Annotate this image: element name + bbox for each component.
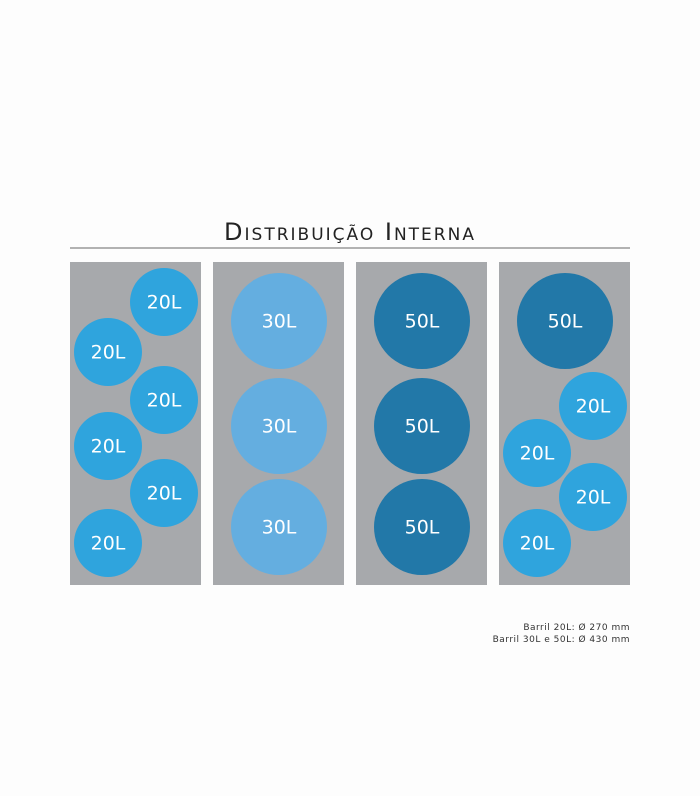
barrel	[231, 273, 327, 369]
barrel	[503, 509, 571, 577]
barrel-label: 20L	[147, 292, 182, 314]
note: Barril 20L: Ø 270 mm	[523, 622, 630, 633]
barrel-label: 20L	[576, 487, 611, 509]
barrel	[74, 318, 142, 386]
barrel-label: 20L	[147, 390, 182, 412]
barrel-label: 20L	[91, 533, 126, 555]
title: Distribuição Interna	[224, 218, 476, 246]
barrel	[130, 268, 198, 336]
barrel-label: 50L	[405, 416, 440, 438]
barrel	[374, 273, 470, 369]
note: Barril 30L e 50L: Ø 430 mm	[493, 634, 630, 645]
barrel	[374, 479, 470, 575]
barrel-label: 50L	[548, 311, 583, 333]
barrel	[74, 509, 142, 577]
barrel-label: 20L	[147, 483, 182, 505]
barrel-label: 20L	[520, 533, 555, 555]
barrel-label: 30L	[262, 416, 297, 438]
barrel	[130, 366, 198, 434]
barrel-label: 20L	[520, 443, 555, 465]
barrel	[130, 459, 198, 527]
barrel-label: 20L	[576, 396, 611, 418]
barrel	[231, 378, 327, 474]
barrel-label: 20L	[91, 436, 126, 458]
barrel-label: 30L	[262, 517, 297, 539]
barrel-label: 30L	[262, 311, 297, 333]
barrel	[374, 378, 470, 474]
barrel-label: 20L	[91, 342, 126, 364]
barrel-label: 50L	[405, 311, 440, 333]
barrel	[559, 372, 627, 440]
barrel	[74, 412, 142, 480]
barrel	[517, 273, 613, 369]
barrel-label: 50L	[405, 517, 440, 539]
barrel	[559, 463, 627, 531]
barrel	[231, 479, 327, 575]
barrel	[503, 419, 571, 487]
